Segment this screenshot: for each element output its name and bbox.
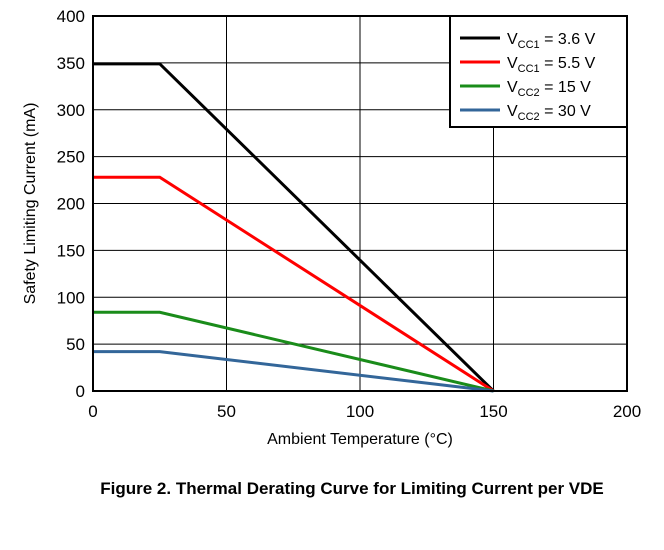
- series-line-2: [93, 310, 494, 393]
- y-tick-label-5: 250: [57, 148, 85, 167]
- legend-label-3: VCC2 = 30 V: [507, 103, 591, 123]
- y-tick-label-6: 300: [57, 101, 85, 120]
- x-tick-label-1: 50: [217, 402, 236, 421]
- legend-label-1: VCC1 = 5.5 V: [507, 55, 596, 75]
- figure-caption: Figure 2. Thermal Derating Curve for Lim…: [100, 479, 604, 498]
- y-tick-labels: 0 50 100 150 200 250 300 350 400: [57, 7, 85, 401]
- x-tick-label-2: 100: [346, 402, 374, 421]
- series-line-0: [93, 62, 495, 393]
- x-tick-labels: 0 50 100 150 200: [88, 402, 641, 421]
- series-line-3: [93, 350, 494, 393]
- y-tick-label-8: 400: [57, 7, 85, 26]
- derating-chart: 0 50 100 150 200 250 300 350 400 0 50 100 150 200 Am…: [22, 7, 641, 448]
- x-tick-label-4: 200: [613, 402, 641, 421]
- x-tick-label-0: 0: [88, 402, 97, 421]
- y-axis-label: Safety Limiting Current (mA): [22, 103, 39, 305]
- series-lines: [93, 62, 495, 393]
- y-tick-label-0: 0: [76, 382, 85, 401]
- y-tick-label-7: 350: [57, 54, 85, 73]
- series-line-1: [93, 175, 495, 393]
- legend-label-0: VCC1 = 3.6 V: [507, 31, 596, 51]
- y-tick-label-2: 100: [57, 288, 85, 307]
- y-tick-label-4: 200: [57, 195, 85, 214]
- legend: VCC1 = 3.6 V VCC1 = 5.5 V VCC2 = 15 V VCC2 …: [449, 15, 628, 128]
- x-tick-label-3: 150: [479, 402, 507, 421]
- y-tick-label-3: 150: [57, 241, 85, 260]
- legend-box: [449, 15, 628, 128]
- y-tick-label-1: 50: [66, 335, 85, 354]
- plot-frame: [92, 15, 628, 392]
- x-axis-label: Ambient Temperature (°C): [267, 431, 453, 448]
- legend-label-2: VCC2 = 15 V: [507, 79, 591, 99]
